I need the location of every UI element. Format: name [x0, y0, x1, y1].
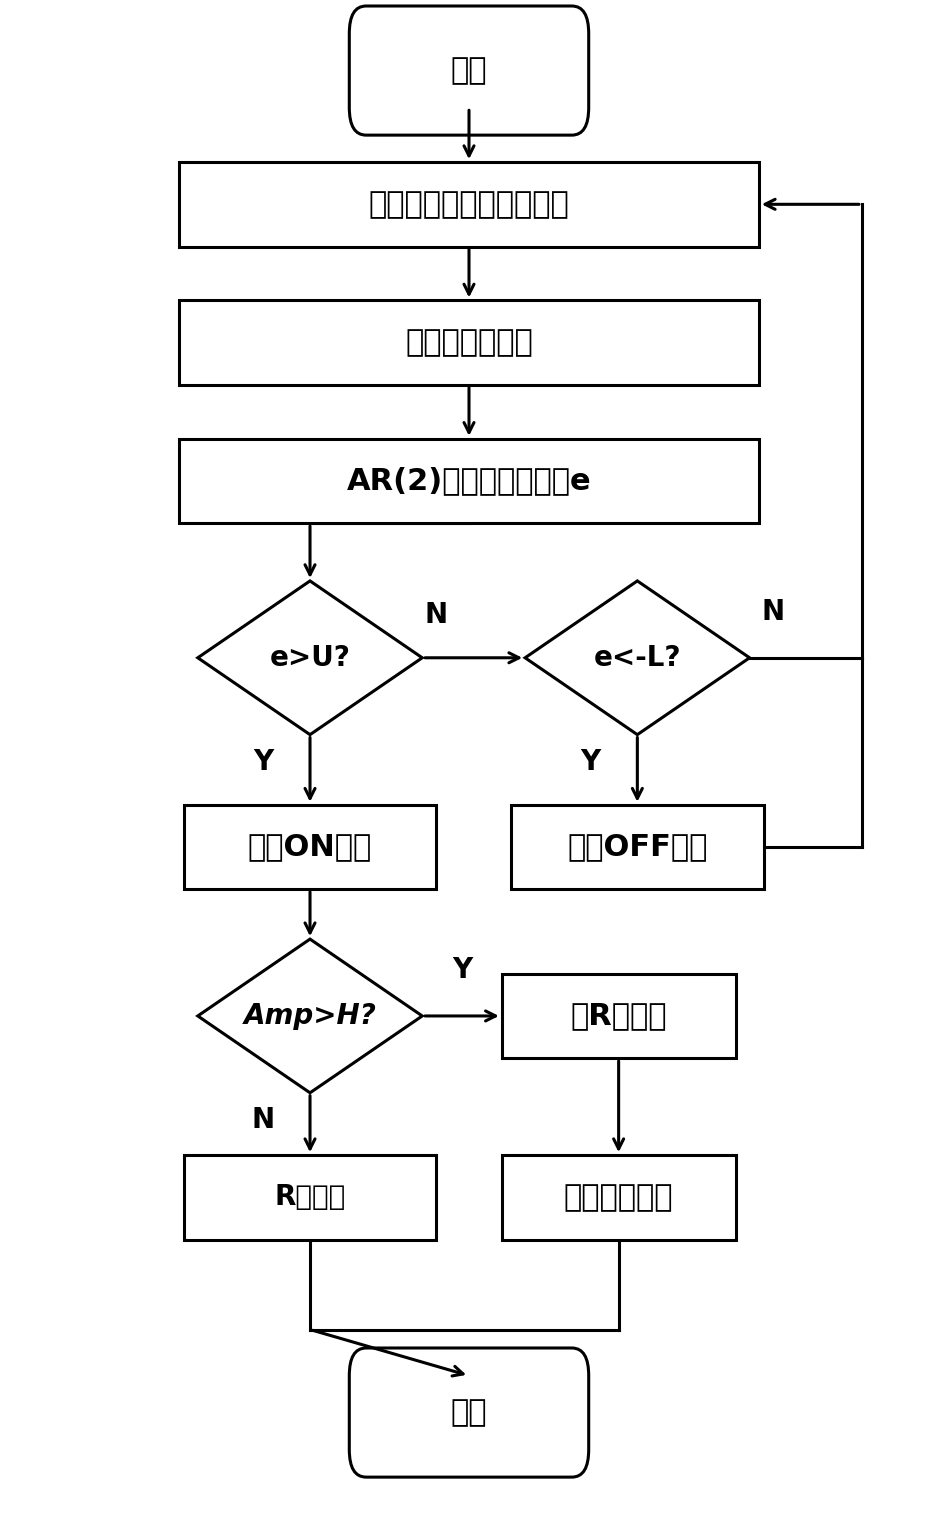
Text: 结束: 结束	[451, 1398, 487, 1428]
FancyBboxPatch shape	[502, 1155, 735, 1240]
Text: N: N	[251, 1106, 275, 1135]
Text: Y: Y	[253, 748, 273, 776]
Text: e>U?: e>U?	[269, 644, 351, 671]
FancyBboxPatch shape	[349, 1348, 589, 1477]
Text: 广义ON事件: 广义ON事件	[248, 832, 372, 861]
Text: N: N	[425, 601, 447, 628]
Polygon shape	[198, 581, 422, 735]
FancyBboxPatch shape	[349, 6, 589, 136]
Text: AR(2)拟合，获取残差e: AR(2)拟合，获取残差e	[347, 467, 591, 496]
Text: 时间序列周期最大值提取: 时间序列周期最大值提取	[369, 189, 569, 219]
Text: e<-L?: e<-L?	[594, 644, 681, 671]
FancyBboxPatch shape	[179, 162, 759, 246]
FancyBboxPatch shape	[179, 439, 759, 524]
Text: 滑动窗零均值化: 滑动窗零均值化	[405, 328, 533, 357]
FancyBboxPatch shape	[511, 804, 764, 889]
Text: 开始: 开始	[451, 55, 487, 85]
Text: R类负荷: R类负荷	[275, 1183, 345, 1212]
Text: Amp>H?: Amp>H?	[244, 1003, 376, 1030]
Text: N: N	[762, 598, 784, 625]
Text: Y: Y	[581, 748, 600, 776]
Text: 非R类负荷: 非R类负荷	[570, 1001, 667, 1030]
FancyBboxPatch shape	[184, 804, 436, 889]
Polygon shape	[198, 939, 422, 1093]
Text: 暂态时间提取: 暂态时间提取	[564, 1183, 673, 1212]
FancyBboxPatch shape	[184, 1155, 436, 1240]
FancyBboxPatch shape	[502, 973, 735, 1058]
Polygon shape	[525, 581, 749, 735]
FancyBboxPatch shape	[179, 300, 759, 385]
Text: 广义OFF事件: 广义OFF事件	[567, 832, 707, 861]
Text: Y: Y	[452, 956, 472, 984]
